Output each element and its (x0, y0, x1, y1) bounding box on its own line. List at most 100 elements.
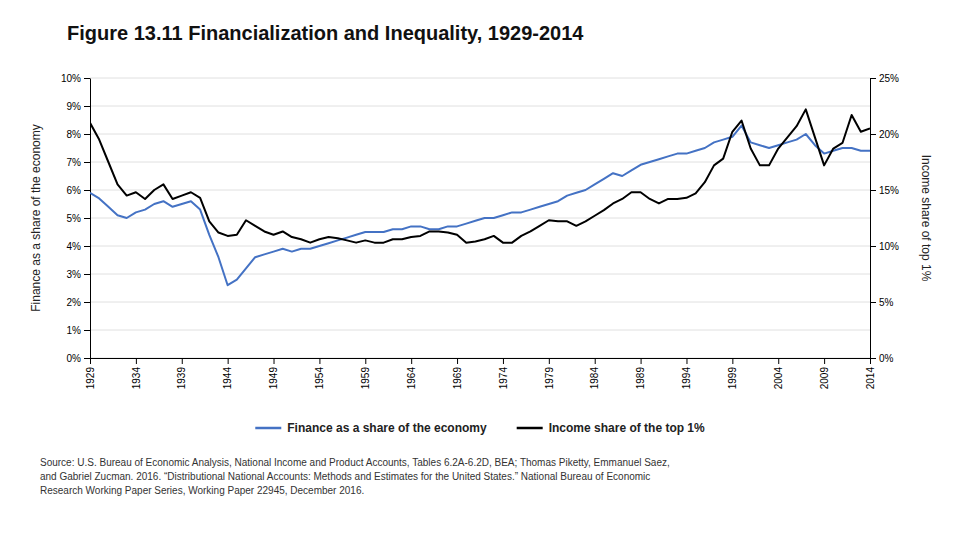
tick-label: 25% (879, 73, 899, 84)
tick-label: 1934 (131, 367, 142, 390)
tick: 1964 (406, 358, 417, 389)
tick-label: 2004 (773, 367, 784, 390)
tick: 1% (67, 325, 90, 336)
tick-label: 1% (67, 325, 82, 336)
tick-mark (870, 190, 876, 191)
chart-container: 1929 1934 1939 1944 1949 1954 1959 1964 1969 1974… (0, 0, 960, 540)
tick-label: 1949 (268, 367, 279, 390)
grid-line (90, 162, 870, 163)
tick-label: 5% (879, 297, 894, 308)
annotation: Source: U.S. Bureau of Economic Analysis… (40, 457, 670, 468)
y-axis: 0%1%2%3%4%5%6%7%8%9%10% (61, 73, 91, 364)
y2-axis-title: Income share of top 1% (919, 155, 933, 282)
grid-line (90, 134, 870, 135)
tick-mark (870, 358, 876, 359)
grid-line (90, 358, 870, 359)
tick-mark (84, 246, 90, 247)
tick: 1929 (85, 358, 96, 389)
tick: 1974 (498, 358, 509, 389)
tick-label: 0% (67, 353, 82, 364)
tick-mark (641, 358, 642, 364)
tick-label: 1959 (360, 367, 371, 390)
tick-label: 5% (67, 213, 82, 224)
tick-label: 6% (67, 185, 82, 196)
tick-mark (870, 302, 876, 303)
tick-mark (457, 358, 458, 364)
grid-line (90, 274, 870, 275)
tick-mark (732, 358, 733, 364)
tick-mark (870, 246, 876, 247)
tick-label: 9% (67, 101, 82, 112)
tick-mark (778, 358, 779, 364)
tick: 25% (870, 73, 899, 84)
tick: 9% (67, 101, 90, 112)
tick-mark (84, 358, 90, 359)
tick-mark (365, 358, 366, 364)
grid-line (90, 302, 870, 303)
tick-mark (549, 358, 550, 364)
tick-label: 1994 (681, 367, 692, 390)
tick-label: 1989 (635, 367, 646, 390)
tick: 1984 (589, 358, 600, 389)
tick-mark (84, 218, 90, 219)
tick-mark (595, 358, 596, 364)
legend-item: Income share of the top 1% (517, 421, 705, 435)
tick-mark (84, 78, 90, 79)
tick-label: 1984 (589, 367, 600, 390)
tick-label: 1964 (406, 367, 417, 390)
grid-line (90, 330, 870, 331)
annotations: Source: U.S. Bureau of Economic Analysis… (40, 457, 670, 496)
tick-mark (136, 358, 137, 364)
tick-mark (84, 134, 90, 135)
tick-label: 15% (879, 185, 899, 196)
tick: 1959 (360, 358, 371, 389)
legend: Finance as a share of the economy Income … (255, 421, 705, 435)
tick: 1939 (176, 358, 187, 389)
annotation: and Gabriel Zucman. 2016. “Distributiona… (40, 471, 650, 482)
plot-area (90, 109, 870, 285)
grid-line (90, 78, 870, 79)
tick-label: 7% (67, 157, 82, 168)
tick: 20% (870, 129, 899, 140)
tick-mark (870, 78, 876, 79)
tick: 1979 (544, 358, 555, 389)
tick: 1989 (635, 358, 646, 389)
y2-axis: 0%5%10%15%20%25% (870, 73, 899, 364)
tick-mark (84, 190, 90, 191)
annotation: Research Working Paper Series, Working P… (40, 485, 364, 496)
legend-swatch (255, 427, 281, 430)
tick-mark (319, 358, 320, 364)
tick: 7% (67, 157, 90, 168)
tick: 1949 (268, 358, 279, 389)
tick-label: 4% (67, 241, 82, 252)
legend-label: Finance as a share of the economy (287, 421, 487, 435)
tick-label: 1954 (314, 367, 325, 390)
axis-line (91, 358, 871, 359)
tick: 1994 (681, 358, 692, 389)
tick: 5% (870, 297, 894, 308)
tick-mark (686, 358, 687, 364)
axis-line (90, 79, 91, 359)
legend-item: Finance as a share of the economy (255, 421, 487, 435)
legend-label: Income share of the top 1% (549, 421, 705, 435)
tick: 2% (67, 297, 90, 308)
line (90, 126, 870, 286)
grid-line (90, 190, 870, 191)
tick-mark (274, 358, 275, 364)
tick: 5% (67, 213, 90, 224)
tick-label: 20% (879, 129, 899, 140)
tick: 2014 (865, 358, 876, 389)
tick-label: 2009 (819, 367, 830, 390)
tick: 4% (67, 241, 90, 252)
tick-mark (84, 162, 90, 163)
tick: 1944 (222, 358, 233, 389)
tick: 2009 (819, 358, 830, 389)
tick-label: 1939 (176, 367, 187, 390)
grid-line (90, 106, 870, 107)
tick-label: 8% (67, 129, 82, 140)
line (90, 109, 870, 242)
tick-label: 1944 (222, 367, 233, 390)
tick: 0% (870, 353, 894, 364)
tick-mark (84, 274, 90, 275)
tick-label: 1969 (452, 367, 463, 390)
